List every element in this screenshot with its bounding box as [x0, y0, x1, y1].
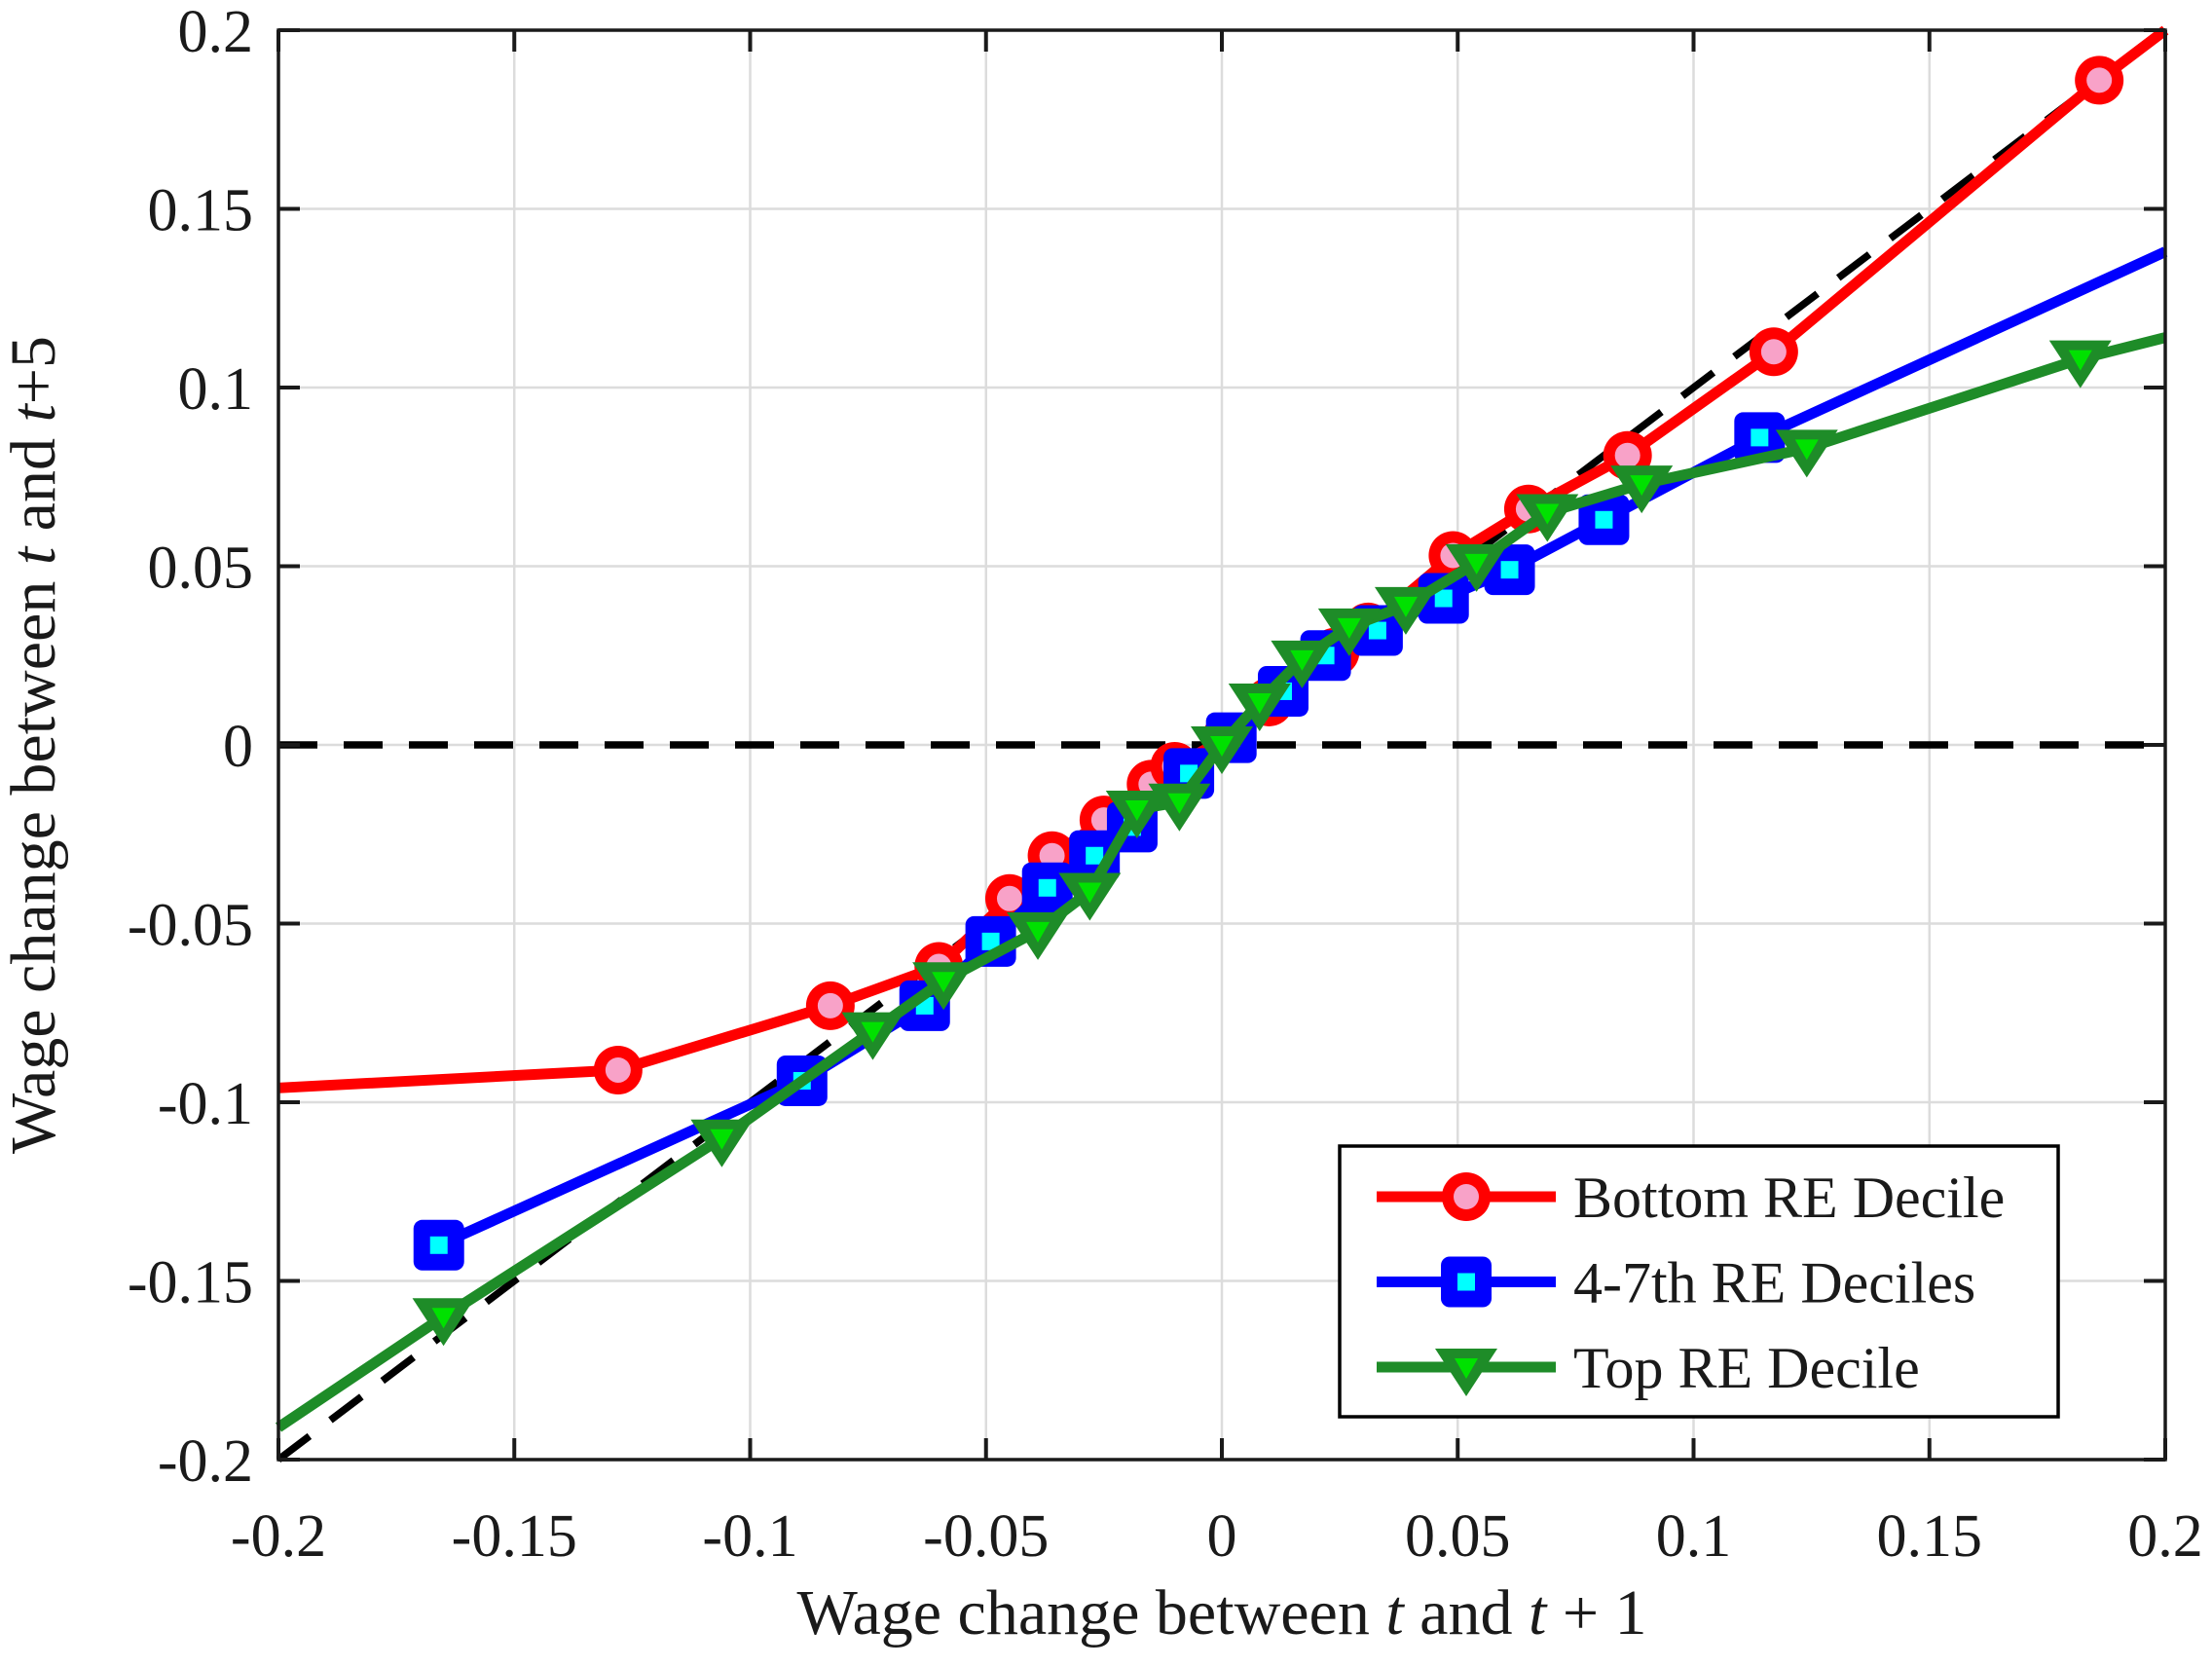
legend-item: Bottom RE Decile	[1377, 1166, 2005, 1230]
axis-title-variable: t	[1529, 1577, 1548, 1648]
marker-face	[1434, 589, 1453, 608]
y-tick-label: 0	[223, 714, 253, 780]
marker-face	[2068, 350, 2092, 371]
marker-face	[1247, 692, 1272, 714]
marker-face	[1393, 596, 1418, 617]
marker-face	[1038, 878, 1056, 897]
legend-item: 4-7th RE Deciles	[1377, 1251, 1975, 1315]
marker-face	[2086, 67, 2113, 93]
y-axis-title: Wage change between t and t+5	[0, 336, 69, 1154]
marker-face	[1337, 617, 1361, 639]
x-tick-label: 0.2	[2127, 1503, 2203, 1570]
axis-title-variable: t	[0, 545, 69, 565]
marker-face	[1290, 649, 1314, 671]
series-top-re-decile	[275, 332, 2167, 1432]
marker-face	[1167, 793, 1192, 814]
axis-title-text: Wage change between	[796, 1577, 1385, 1648]
axis-title-variable: t	[1385, 1577, 1405, 1648]
y-tick-label: -0.05	[128, 893, 253, 959]
marker-face	[1614, 442, 1641, 468]
marker-face	[861, 1021, 885, 1043]
marker-face	[431, 1308, 456, 1329]
x-tick-label: -0.1	[702, 1503, 797, 1570]
x-tick-label: -0.15	[452, 1503, 577, 1570]
marker-face	[1794, 439, 1819, 461]
marker-face	[1595, 510, 1613, 529]
marker-face	[1210, 736, 1234, 757]
axis-title-text: and	[1404, 1577, 1529, 1648]
legend-item-label: Bottom RE Decile	[1573, 1166, 2005, 1230]
axis-title-variable: t	[0, 403, 69, 423]
y-tick-label: 0.15	[148, 178, 254, 244]
legend-item-label: 4-7th RE Deciles	[1573, 1251, 1975, 1315]
axis-title-text: + 1	[1546, 1577, 1646, 1648]
x-tick-label: -0.05	[923, 1503, 1049, 1570]
marker-face	[1039, 842, 1065, 869]
legend: Bottom RE Decile 4-7th RE Deciles Top RE D…	[1338, 1144, 2060, 1419]
marker-face	[1500, 561, 1519, 579]
marker-face	[1026, 921, 1051, 943]
axis-title-text: Wage change between	[0, 565, 69, 1154]
marker-face	[817, 992, 843, 1019]
marker-face	[1124, 800, 1149, 822]
marker-face	[1455, 1358, 1478, 1379]
y-tick-label: -0.1	[158, 1071, 253, 1137]
marker-face	[981, 932, 1000, 950]
marker-face	[1454, 1184, 1479, 1209]
y-tick-label: -0.2	[158, 1428, 253, 1495]
marker-face	[1086, 846, 1104, 865]
x-tick-label: 0	[1207, 1503, 1237, 1570]
marker-face	[932, 972, 956, 993]
y-tick-label: 0.2	[178, 0, 254, 65]
marker-face	[1368, 621, 1386, 640]
y-tick-label: 0.1	[178, 356, 254, 423]
marker-face	[605, 1056, 631, 1083]
legend-item: Top RE Decile	[1377, 1336, 1920, 1400]
marker-face	[429, 1236, 448, 1254]
marker-face	[1078, 882, 1102, 904]
x-tick-label: -0.2	[231, 1503, 326, 1570]
x-tick-label: 0.05	[1405, 1503, 1511, 1570]
axes	[276, 28, 2167, 1462]
marker-face	[1464, 553, 1489, 574]
marker-face	[1535, 503, 1560, 525]
marker-face	[1630, 475, 1654, 497]
marker-face	[1457, 1273, 1475, 1291]
x-tick-label: 0.15	[1877, 1503, 1983, 1570]
axis-title-text: +5	[0, 336, 69, 404]
axis-title-text: and	[0, 423, 69, 547]
y-tick-label: 0.05	[148, 536, 254, 602]
x-axis-title: Wage change between t and t + 1	[796, 1577, 1646, 1648]
axes-box	[276, 28, 2167, 1462]
x-tick-label: 0.1	[1656, 1503, 1732, 1570]
marker-face	[996, 885, 1022, 911]
marker-face	[710, 1129, 734, 1150]
legend-item-label: Top RE Decile	[1573, 1336, 1920, 1400]
marker-face	[1751, 428, 1769, 447]
y-tick-label: -0.15	[128, 1250, 253, 1316]
marker-face	[1760, 339, 1787, 365]
